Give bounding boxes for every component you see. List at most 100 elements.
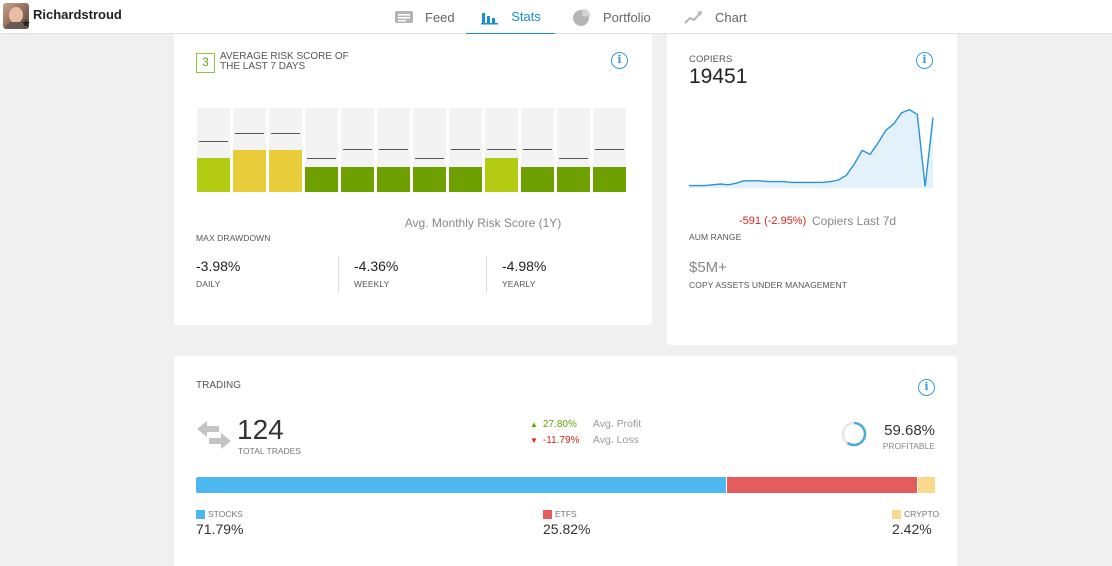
copiers-change-label: Copiers Last 7d bbox=[812, 214, 897, 228]
total-trades-value: 124 bbox=[237, 414, 284, 445]
trading-card: TRADING i 124 TOTAL TRADES ▲ 27.80% Avg.… bbox=[174, 356, 957, 566]
avatar[interactable] bbox=[3, 3, 29, 29]
risk-bar[interactable] bbox=[521, 108, 554, 192]
profitable-ring-arc bbox=[841, 421, 867, 447]
risk-bar[interactable] bbox=[197, 108, 230, 192]
stats-icon bbox=[480, 9, 500, 25]
risk-bar[interactable] bbox=[233, 108, 266, 192]
risk-bar[interactable] bbox=[269, 108, 302, 192]
dist-segment-crypto[interactable] bbox=[917, 477, 935, 493]
arrow-up-icon: ▲ bbox=[530, 419, 538, 429]
tab-chart[interactable]: Chart bbox=[684, 0, 747, 34]
risk-bar-max-line bbox=[199, 141, 228, 142]
info-icon[interactable]: i bbox=[916, 52, 933, 69]
avg-profit-label: Avg. Profit bbox=[592, 418, 642, 430]
risk-bar-fill bbox=[269, 150, 302, 192]
copiers-trend-area bbox=[689, 109, 933, 188]
risk-bar-max-line bbox=[415, 157, 444, 159]
risk-bar-fill bbox=[305, 166, 338, 192]
risk-bar-max-line bbox=[235, 132, 264, 134]
risk-bar[interactable] bbox=[413, 108, 446, 192]
drawdown-daily: -3.98% DAILY bbox=[196, 258, 240, 289]
profitable-value: 59.68% bbox=[884, 422, 935, 439]
drawdown-yearly: -4.98% YEARLY bbox=[502, 258, 546, 289]
risk-score-badge: 3 bbox=[196, 53, 215, 73]
risk-bar-fill bbox=[593, 166, 626, 192]
risk-bar-max-line bbox=[343, 149, 372, 151]
risk-bar-max-line bbox=[487, 149, 516, 151]
dist-segment-etfs[interactable] bbox=[726, 477, 918, 493]
risk-bar-fill bbox=[521, 166, 554, 192]
risk-bar[interactable] bbox=[449, 108, 482, 192]
risk-bar[interactable] bbox=[341, 108, 374, 192]
dist-etfs-label: ETFS bbox=[555, 509, 577, 519]
risk-score-chart bbox=[197, 108, 627, 192]
tab-portfolio[interactable]: Portfolio bbox=[572, 0, 651, 34]
avg-profit-pct: 27.80% bbox=[542, 418, 577, 430]
copiers-value: 19451 bbox=[689, 65, 748, 88]
copiers-label: COPIERS bbox=[689, 54, 733, 65]
risk-bar-fill bbox=[233, 150, 266, 192]
copiers-change: -591 (-2.95%) bbox=[739, 215, 807, 227]
divider bbox=[486, 256, 487, 293]
info-icon[interactable]: i bbox=[918, 379, 935, 396]
divider bbox=[338, 256, 339, 293]
tab-feed-label: Feed bbox=[425, 9, 455, 25]
risk-bar-max-line bbox=[559, 157, 588, 159]
dist-etfs: ETFS 25.82% bbox=[543, 509, 590, 537]
risk-bar-fill bbox=[557, 166, 590, 192]
tab-portfolio-label: Portfolio bbox=[603, 9, 651, 25]
drawdown-yearly-value: -4.98% bbox=[502, 258, 547, 274]
dist-stocks-value: 71.79% bbox=[196, 521, 244, 537]
risk-bar[interactable] bbox=[593, 108, 626, 192]
asset-distribution-bar bbox=[196, 477, 935, 493]
copy-assets-label: COPY ASSETS UNDER MANAGEMENT bbox=[689, 280, 848, 290]
risk-bar-max-line bbox=[595, 149, 624, 151]
drawdown-yearly-label: YEARLY bbox=[502, 279, 536, 289]
top-bar: ★ Richardstroud Feed Stats Portfolio Cha… bbox=[0, 0, 1112, 35]
profitable-label: PROFITABLE bbox=[882, 441, 935, 451]
star-icon: ★ bbox=[21, 18, 31, 30]
dist-segment-stocks[interactable] bbox=[196, 477, 727, 493]
copiers-trend-chart bbox=[689, 108, 934, 188]
tab-stats-label: Stats bbox=[511, 9, 541, 24]
avg-loss-label: Avg. Loss bbox=[592, 434, 639, 446]
arrow-down-icon: ▼ bbox=[530, 435, 538, 445]
trading-title: TRADING bbox=[196, 380, 241, 391]
crypto-swatch bbox=[892, 509, 901, 519]
risk-bar[interactable] bbox=[485, 108, 518, 192]
stocks-swatch bbox=[196, 509, 205, 519]
risk-title: AVERAGE RISK SCORE OF THE LAST 7 DAYS bbox=[220, 51, 349, 72]
avg-loss-row: ▼ -11.79% Avg. Loss bbox=[530, 434, 639, 446]
risk-bar-max-line bbox=[271, 132, 300, 134]
risk-bar-fill bbox=[341, 166, 374, 192]
feed-icon bbox=[394, 9, 414, 25]
dist-stocks-label: STOCKS bbox=[208, 509, 243, 519]
risk-bar[interactable] bbox=[377, 108, 410, 192]
risk-bar-fill bbox=[485, 158, 518, 192]
aum-range-label: AUM RANGE bbox=[689, 232, 742, 242]
info-icon[interactable]: i bbox=[611, 52, 628, 69]
drawdown-daily-label: DAILY bbox=[196, 279, 221, 289]
avg-loss-pct: -11.79% bbox=[542, 434, 580, 446]
copiers-card: COPIERS 19451 i -591 (-2.95%) Copiers La… bbox=[667, 34, 957, 345]
risk-bar-max-line bbox=[523, 149, 552, 151]
risk-bar[interactable] bbox=[305, 108, 338, 192]
etfs-swatch bbox=[543, 509, 552, 519]
risk-card: 3 AVERAGE RISK SCORE OF THE LAST 7 DAYS … bbox=[174, 34, 652, 325]
chart-icon bbox=[684, 9, 704, 25]
tab-stats[interactable]: Stats bbox=[466, 0, 555, 35]
portfolio-icon bbox=[572, 8, 592, 26]
username[interactable]: Richardstroud bbox=[33, 7, 122, 22]
swap-arrows-icon bbox=[197, 421, 231, 449]
risk-bar[interactable] bbox=[557, 108, 590, 192]
tab-feed[interactable]: Feed bbox=[394, 0, 455, 34]
risk-bar-max-line bbox=[379, 149, 408, 151]
dist-crypto: CRYPTO 2.42% bbox=[892, 509, 939, 537]
risk-bar-fill bbox=[413, 166, 446, 192]
risk-bar-fill bbox=[377, 166, 410, 192]
drawdown-weekly-value: -4.36% bbox=[354, 258, 399, 274]
dist-etfs-value: 25.82% bbox=[543, 521, 591, 537]
dist-stocks: STOCKS 71.79% bbox=[196, 509, 243, 537]
copiers-trend-line bbox=[689, 108, 934, 187]
